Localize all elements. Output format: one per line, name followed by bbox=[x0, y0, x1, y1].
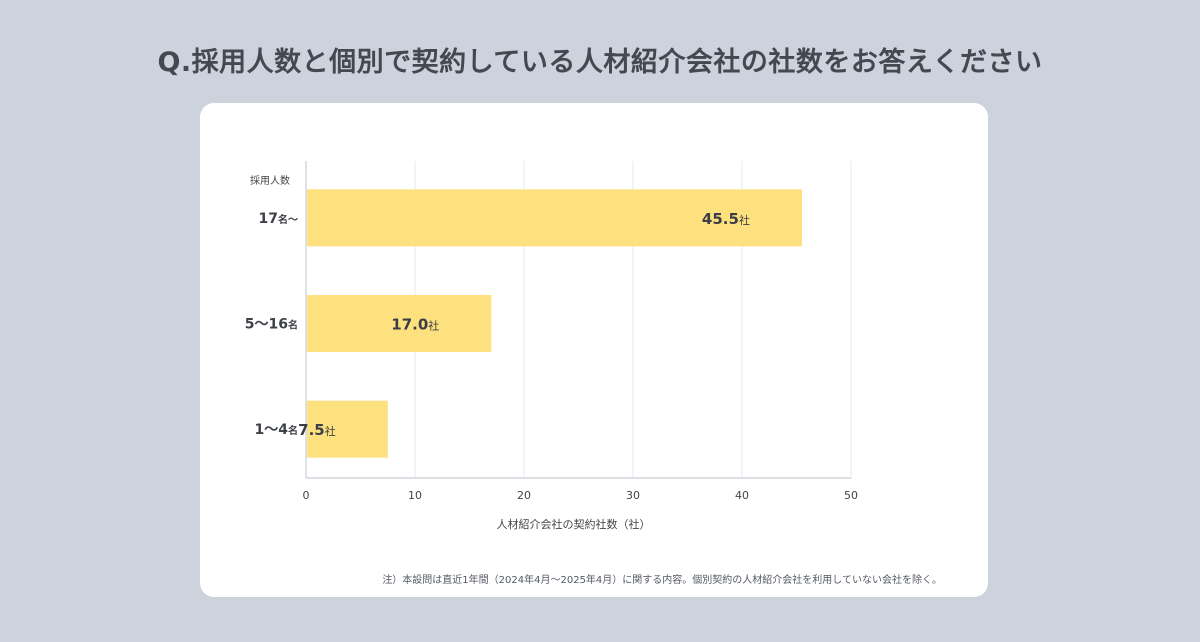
data-label: 45.5社 bbox=[702, 210, 750, 228]
x-tick-label: 10 bbox=[408, 489, 422, 502]
x-tick-label: 50 bbox=[844, 489, 858, 502]
category-label: 1～4名 bbox=[255, 422, 298, 438]
footnote: 注）本設問は直近1年間（2024年4月～2025年4月）に関する内容。個別契約の… bbox=[382, 575, 942, 586]
bar bbox=[307, 295, 492, 352]
chart-card: 0 10 20 30 40 50 採用人数人材紹介会社の契約社数（社） 17名～ 45.5社 5～… bbox=[200, 103, 988, 597]
data-label: 17.0社 bbox=[391, 316, 439, 334]
data-label: 7.5社 bbox=[298, 421, 336, 439]
x-tick-label: 0 bbox=[303, 489, 310, 502]
x-tick-label: 40 bbox=[735, 489, 749, 502]
x-tick-label: 20 bbox=[517, 489, 531, 502]
x-axis-title: 人材紹介会社の契約社数（社） bbox=[497, 517, 651, 531]
x-tick-label: 30 bbox=[626, 489, 640, 502]
bar bbox=[307, 400, 388, 458]
chart-title: Q.採用人数と個別で契約している人材紹介会社の社数をお答えください bbox=[157, 47, 1043, 78]
y-axis-title: 採用人数 bbox=[250, 174, 290, 187]
category-label: 17名～ bbox=[259, 211, 298, 227]
bar bbox=[307, 189, 802, 247]
category-label: 5～16名 bbox=[245, 317, 298, 333]
